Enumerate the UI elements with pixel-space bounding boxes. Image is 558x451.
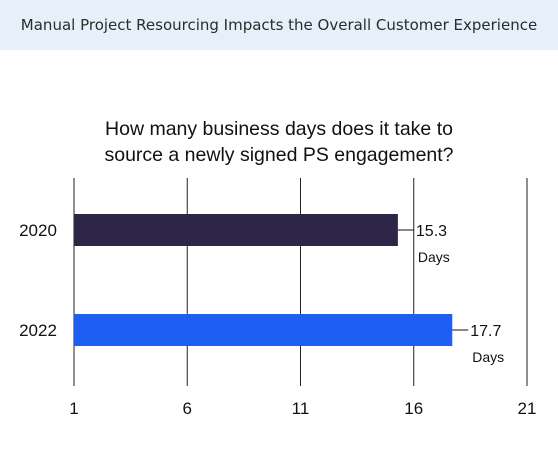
x-tick-label: 11 <box>292 399 310 418</box>
x-tick-label: 1 <box>69 399 78 418</box>
data-label: 17.7 <box>470 323 501 340</box>
chart-title: How many business days does it take to s… <box>0 116 558 168</box>
data-label: 15.3 <box>416 223 447 240</box>
page-title: Manual Project Resourcing Impacts the Ov… <box>20 16 538 34</box>
bar <box>74 314 453 346</box>
x-tick-label: 6 <box>183 399 192 418</box>
bar <box>74 214 398 246</box>
data-label-unit: Days <box>418 249 450 265</box>
x-tick-label: 16 <box>404 399 423 418</box>
category-label: 2020 <box>19 221 57 240</box>
data-label-unit: Days <box>472 349 504 365</box>
category-label: 2022 <box>19 321 57 340</box>
header-band <box>0 0 558 50</box>
x-tick-label: 21 <box>518 399 537 418</box>
chart-title-line-2: source a newly signed PS engagement? <box>104 144 454 166</box>
chart-title-line-1: How many business days does it take to <box>105 118 453 140</box>
